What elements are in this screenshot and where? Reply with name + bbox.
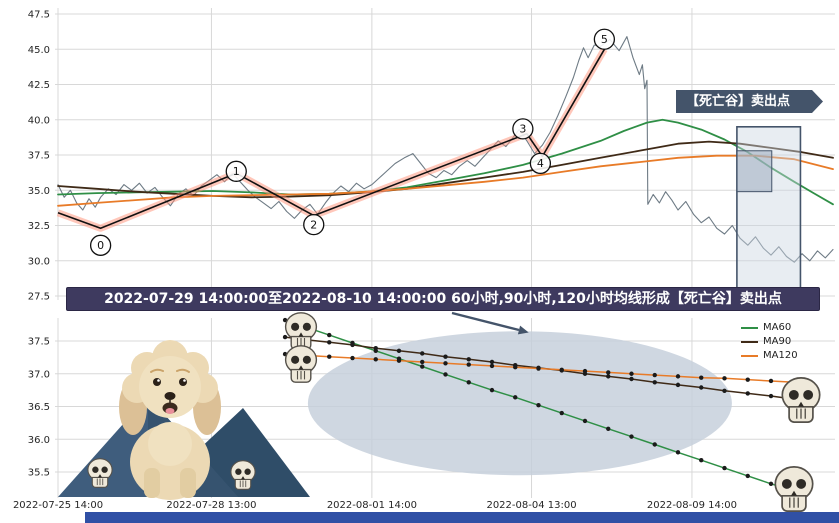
legend-label: MA90 (763, 336, 792, 347)
svg-text:30.0: 30.0 (28, 256, 50, 267)
zoom-y-axis-labels: 37.5 37.0 36.5 36.0 35.5 (28, 337, 50, 479)
banner-to-ellipse-arrow (451, 311, 520, 332)
zigzag-vertex-circle-4 (529, 152, 552, 175)
sell-point-flag: 【死亡谷】卖出点 (676, 90, 823, 113)
ma60-line-swatch (741, 326, 758, 329)
zigzag-vertex-circle-3 (512, 118, 534, 140)
svg-text:2: 2 (310, 218, 317, 231)
death-valley-ellipse (307, 331, 732, 476)
svg-text:35.0: 35.0 (28, 186, 50, 197)
MA90-series-line (57, 140, 834, 199)
price-series-line (57, 36, 834, 263)
legend-item-ma90: MA90 (741, 336, 798, 347)
svg-text:5: 5 (601, 33, 608, 46)
svg-text:2022-08-04 13:00: 2022-08-04 13:00 (486, 500, 576, 511)
svg-text:27.5: 27.5 (28, 292, 50, 303)
svg-text:32.5: 32.5 (28, 221, 50, 232)
legend-label: MA60 (763, 322, 792, 333)
main-chart: 47.5 45.0 42.5 40.0 37.5 35.0 32.5 30.0 27.5 0 1 2 3… (28, 8, 835, 303)
zigzag-vertex-circle-5 (593, 28, 616, 50)
skull-icon (774, 466, 814, 512)
x-axis-labels: 2022-07-25 14:00 2022-07-28 13:00 2022-08-… (13, 500, 737, 511)
sell-region-inner (736, 150, 773, 193)
legend-item-ma120: MA120 (741, 350, 798, 361)
legend-item-ma60: MA60 (741, 322, 798, 333)
main-grid (55, 8, 835, 300)
svg-text:2022-07-28 13:00: 2022-07-28 13:00 (166, 500, 256, 511)
svg-text:1: 1 (233, 165, 240, 178)
illustrations (58, 312, 821, 512)
ma120-line-swatch (741, 354, 758, 357)
zigzag-vertex-labels: 0 1 2 3 4 5 (89, 28, 616, 256)
skull-icon (284, 345, 318, 383)
zigzag-vertex-circle-0 (89, 234, 112, 256)
svg-text:2022-07-25 14:00: 2022-07-25 14:00 (13, 500, 103, 511)
svg-text:4: 4 (537, 157, 544, 170)
svg-text:2022-08-09 14:00: 2022-08-09 14:00 (647, 500, 737, 511)
ma90-line-swatch (741, 340, 758, 343)
MA60-zoom-line (284, 319, 804, 496)
annotation-banner: 2022-07-29 14:00:00至2022-08-10 14:00:00 … (66, 287, 820, 311)
svg-text:0: 0 (97, 239, 104, 252)
svg-text:35.5: 35.5 (28, 468, 50, 479)
svg-text:42.5: 42.5 (28, 80, 50, 91)
horizontal-scrollbar-thumb[interactable] (85, 512, 839, 523)
zigzag-vertex-circle-2 (303, 213, 325, 236)
legend-label: MA120 (763, 350, 798, 361)
svg-text:36.5: 36.5 (28, 402, 50, 413)
svg-text:47.5: 47.5 (28, 10, 50, 21)
main-chart-layer: 47.5 45.0 42.5 40.0 37.5 35.0 32.5 30.0 27.5 0 1 2 3… (28, 8, 835, 303)
poodle-illustration (119, 340, 221, 500)
skull-icon (781, 377, 821, 423)
main-series (57, 36, 834, 263)
svg-text:40.0: 40.0 (28, 115, 50, 126)
skull-icon (284, 312, 318, 350)
legend: MA60 MA90 MA120 (741, 322, 798, 361)
svg-text:3: 3 (519, 123, 526, 136)
main-y-axis-labels: 47.5 45.0 42.5 40.0 37.5 35.0 32.5 30.0 27.5 (28, 10, 50, 303)
zigzag-vertex-circle-1 (225, 160, 247, 182)
svg-text:37.5: 37.5 (28, 151, 50, 162)
sell-region (736, 126, 802, 292)
svg-text:37.5: 37.5 (28, 337, 50, 348)
svg-text:36.0: 36.0 (28, 435, 50, 446)
arrow-head (517, 325, 529, 335)
svg-text:2022-08-01 14:00: 2022-08-01 14:00 (327, 500, 417, 511)
svg-text:37.0: 37.0 (28, 369, 50, 380)
svg-text:45.0: 45.0 (28, 45, 50, 56)
MA120-zoom-line (285, 353, 810, 384)
